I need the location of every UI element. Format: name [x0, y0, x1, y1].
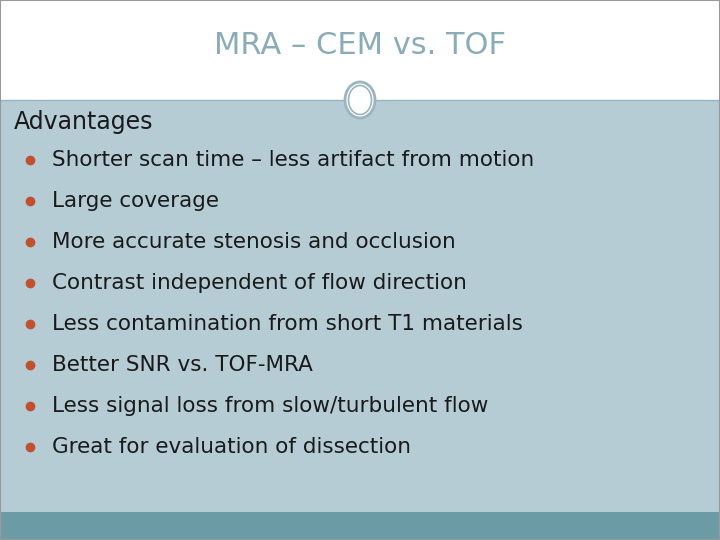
Text: Advantages: Advantages [14, 110, 153, 134]
Bar [0, 100, 720, 512]
Text: Great for evaluation of dissection: Great for evaluation of dissection [52, 437, 411, 457]
Text: Less contamination from short T1 materials: Less contamination from short T1 materia… [52, 314, 523, 334]
Text: Better SNR vs. TOF-MRA: Better SNR vs. TOF-MRA [52, 355, 313, 375]
Bar [0, 0, 720, 100]
Text: MRA – CEM vs. TOF: MRA – CEM vs. TOF [214, 31, 506, 60]
Text: Large coverage: Large coverage [52, 191, 219, 211]
Text: Less signal loss from slow/turbulent flow: Less signal loss from slow/turbulent flo… [52, 396, 488, 416]
Text: Shorter scan time – less artifact from motion: Shorter scan time – less artifact from m… [52, 150, 534, 170]
Text: More accurate stenosis and occlusion: More accurate stenosis and occlusion [52, 232, 456, 252]
Ellipse shape [345, 82, 375, 118]
Text: Contrast independent of flow direction: Contrast independent of flow direction [52, 273, 467, 293]
Bar [0, 512, 720, 540]
